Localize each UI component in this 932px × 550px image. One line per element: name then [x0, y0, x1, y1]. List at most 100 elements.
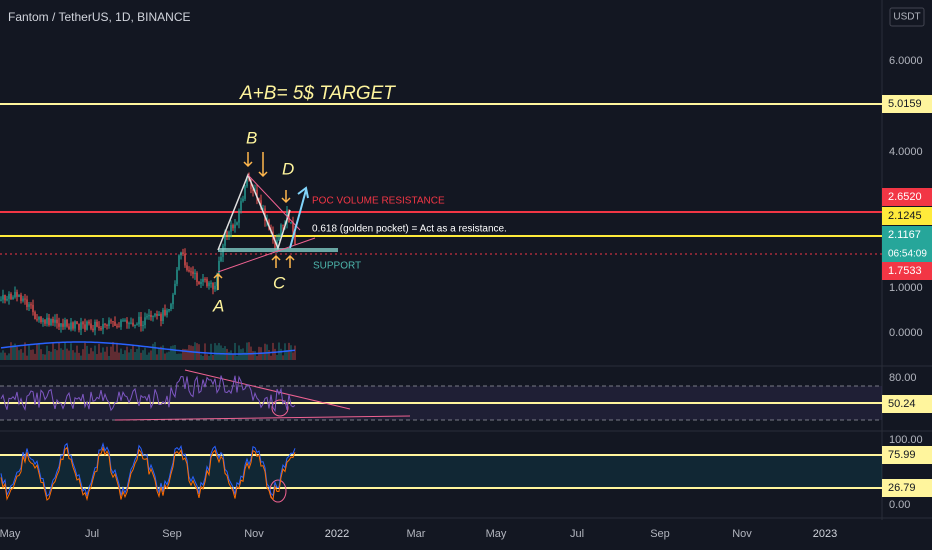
- symbol-title: Fantom / TetherUS, 1D, BINANCE: [8, 10, 191, 24]
- arrow-head: [297, 186, 309, 199]
- rsi-tag-label: 50.24: [888, 398, 916, 410]
- candle: [238, 210, 240, 223]
- candle: [262, 208, 264, 210]
- volume: [230, 350, 232, 360]
- price-axis: 6.0000 4.0000 1.0000 0.0000 5.0159 2.6520 2.12…: [0, 55, 932, 540]
- volume: [80, 355, 82, 360]
- stoch-tag: [882, 479, 932, 497]
- candle: [192, 271, 194, 274]
- candle: [186, 265, 188, 271]
- volume: [22, 352, 24, 360]
- time-label: May: [486, 528, 507, 540]
- candle: [118, 326, 120, 328]
- price-tag-label: 5.0159: [888, 98, 922, 110]
- candle: [288, 209, 290, 223]
- volume: [176, 353, 178, 360]
- volume: [126, 346, 128, 360]
- price-tag: [882, 207, 932, 225]
- candle: [282, 224, 284, 226]
- volume: [264, 343, 266, 360]
- volume: [52, 343, 54, 360]
- candle: [234, 224, 236, 229]
- volume: [248, 342, 250, 360]
- price-tag: [882, 226, 932, 264]
- candle: [146, 316, 148, 318]
- price-tick: 1.0000: [889, 282, 923, 294]
- volume: [270, 355, 272, 360]
- candle: [26, 299, 28, 307]
- candle: [214, 285, 216, 290]
- candle: [6, 298, 8, 301]
- volume: [268, 350, 270, 360]
- volume: [0, 352, 2, 360]
- candle: [68, 326, 70, 330]
- candle: [78, 324, 80, 330]
- volume: [244, 352, 246, 360]
- volume: [100, 352, 102, 360]
- arrows: [213, 152, 295, 290]
- volume: [152, 343, 154, 360]
- time-label: Nov: [732, 528, 752, 540]
- price-tick: 6.0000: [889, 55, 923, 67]
- candle: [198, 281, 200, 284]
- volume: [64, 342, 66, 360]
- volume: [38, 344, 40, 360]
- candle: [104, 323, 106, 326]
- volume: [110, 346, 112, 360]
- candle: [40, 316, 42, 323]
- candle: [66, 320, 68, 327]
- currency[interactable]: USDT: [893, 12, 920, 23]
- volume: [254, 351, 256, 360]
- volume: [120, 348, 122, 360]
- candle: [82, 322, 84, 325]
- volume: [68, 350, 70, 360]
- candle: [138, 316, 140, 325]
- candle: [142, 325, 144, 327]
- candle: [144, 317, 146, 326]
- candle: [80, 322, 82, 330]
- volume: [16, 346, 18, 360]
- volume: [30, 349, 32, 360]
- candle: [208, 282, 210, 287]
- volume: [208, 355, 210, 360]
- volume: [216, 345, 218, 360]
- volume: [54, 349, 56, 360]
- volume: [50, 351, 52, 360]
- candle: [108, 320, 110, 327]
- volume: [184, 348, 186, 360]
- candle: [204, 278, 206, 280]
- volume: [98, 343, 100, 360]
- volume: [44, 354, 46, 360]
- annotation: 0.618 (golden pocket) = Act as a resista…: [312, 224, 507, 235]
- candle: [158, 314, 160, 316]
- support-box: [218, 248, 338, 252]
- volume: [72, 350, 74, 360]
- trend-line: [247, 174, 301, 231]
- price-tag: [882, 95, 932, 113]
- volume: [170, 346, 172, 360]
- volume: [158, 348, 160, 360]
- volume: [4, 352, 6, 360]
- candle: [196, 272, 198, 282]
- currency-box[interactable]: [889, 7, 925, 27]
- candle: [18, 294, 20, 297]
- candle: [236, 222, 238, 225]
- volume: [212, 355, 214, 360]
- volume: [62, 349, 64, 360]
- candle: [62, 323, 64, 327]
- volume: [190, 345, 192, 360]
- candle: [34, 312, 36, 320]
- volume: [20, 349, 22, 360]
- volume: [84, 342, 86, 360]
- candle: [4, 295, 6, 301]
- volume: [108, 355, 110, 360]
- candle: [96, 321, 98, 327]
- abcd-lines: [217, 173, 291, 251]
- volume: [252, 351, 254, 360]
- candle: [166, 310, 168, 316]
- candle: [170, 304, 172, 309]
- time-label: May: [0, 528, 21, 540]
- annotation: POC VOLUME RESISTANCE: [312, 196, 445, 207]
- stoch-tag: [882, 446, 932, 464]
